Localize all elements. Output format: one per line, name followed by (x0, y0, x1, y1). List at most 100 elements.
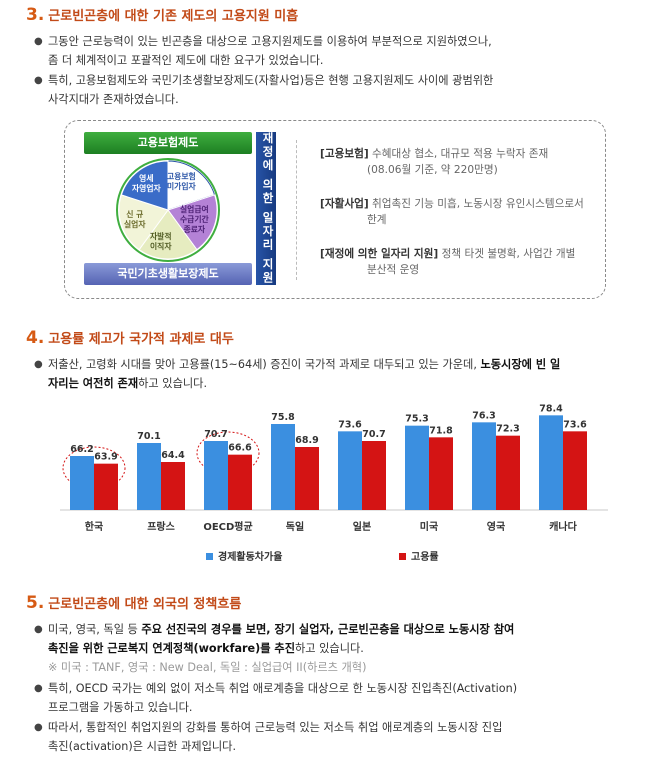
pie-label-uninsured-l1: 고용보험 (167, 172, 196, 181)
bullet-dot-icon: ● (34, 624, 43, 635)
pie-label-uninsured-l2: 미가입자 (167, 182, 196, 191)
bar (429, 437, 453, 510)
pie-slice-voluntary-leavers (138, 209, 198, 260)
pie-label-benefit-ended-l2: 수급기간 (180, 215, 209, 224)
pie-slice-self-employed (120, 160, 169, 211)
section5-note: ※ 미국 : TANF, 영국 : New Deal, 독일 : 실업급여 II… (48, 661, 367, 674)
section3-b1-line2: 좀 더 체계적이고 포괄적인 제도에 대한 요구가 있었습니다. (48, 54, 324, 67)
desc-fiscal-line2: 분산적 운영 (367, 264, 420, 276)
section5-b2-line1: 특히, OECD 국가는 예외 없이 저소득 취업 애로계층을 대상으로 한 노… (48, 682, 518, 695)
data-label: 76.3 (472, 410, 495, 421)
section3-title: 근로빈곤층에 대한 기존 제도의 고용지원 미흡 (48, 9, 299, 24)
pie-label-voluntary-l2: 이직자 (150, 242, 172, 251)
section5-bullet-2: ● 특히, OECD 국가는 예외 없이 저소득 취업 애로계층을 대상으로 한… (34, 679, 634, 717)
bar (228, 454, 252, 510)
section4-line2: 자리는 여전히 존재하고 있습니다. (48, 374, 634, 393)
tick-label: OECD평균 (203, 520, 252, 533)
desc-employment-insurance: [고용보험] 수혜대상 협소, 대규모 적용 누락자 존재 (08.06월 기준… (320, 146, 595, 178)
legend-label-activity: 경제활동차가율 (218, 552, 283, 563)
tick-label: 캐나다 (549, 520, 577, 533)
tick-label: 미국 (420, 520, 438, 533)
pie-slice-uninsured (167, 160, 216, 211)
legend-item-employment-rate: 고용률 (399, 548, 439, 563)
bullet-dot-icon: ● (34, 683, 43, 694)
data-label: 68.9 (295, 435, 318, 446)
bullet-dot-icon: ● (34, 75, 43, 86)
pie-label-self-employed: 영세 자영업자 (132, 174, 161, 194)
bar (563, 431, 587, 510)
section5-b3-line1: 따라서, 통합적인 취업지원의 강화를 통하여 근로능력 있는 저소득 취업 애… (48, 721, 503, 734)
section5-b2-line2: 프로그램을 가동하고 있습니다. (48, 701, 193, 714)
bar (539, 415, 563, 510)
employment-chart: 66.263.9한국70.164.4프랑스70.766.6OECD평균75.86… (60, 403, 608, 533)
section5-title: 근로빈곤층에 대한 외국의 정책흐름 (48, 597, 242, 612)
pie-label-voluntary: 자발적 이직자 (150, 232, 172, 252)
desc-self-support: [자활사업] 취업촉진 기능 미흡, 노동시장 유인시스템으로서 한계 (320, 196, 595, 228)
tick-label: 프랑스 (147, 521, 175, 533)
gap-pie-diagram (116, 158, 220, 262)
section5-b1-bold1: 주요 선진국의 경우를 보면, 장기 실업자, 근로빈곤층을 대상으로 노동시장… (141, 623, 515, 636)
pie-label-benefit-ended-l1: 실업급여 (180, 205, 209, 214)
pie-slice-benefit-ended (167, 194, 218, 251)
desc-fiscal-line1: 정책 타겟 불명확, 사업간 개별 (441, 248, 576, 260)
section4-line2-bold: 자리는 여전히 존재 (48, 377, 139, 390)
section5-heading: 5. 근로빈곤층에 대한 외국의 정책흐름 (26, 593, 241, 613)
bar (94, 463, 118, 510)
bullet-dot-icon: ● (34, 722, 43, 733)
pie-label-uninsured: 고용보험 미가입자 (167, 172, 196, 192)
pie-label-new-unemployed-l2: 실업자 (124, 220, 146, 229)
section3-b1-line1: 그동안 근로능력이 있는 빈곤층을 대상으로 고용지원제도를 이용하여 부분적으… (48, 35, 492, 48)
tick-label: 영국 (487, 520, 505, 533)
pie-label-self-employed-l2: 자영업자 (132, 184, 161, 193)
pie-label-new-unemployed: 신 규 실업자 (124, 210, 146, 230)
section4-line1: 저출산, 고령화 시대를 맞아 고용률(15~64세) 증진이 국가적 과제로 … (48, 355, 634, 374)
data-label: 63.9 (94, 452, 117, 463)
bullet-dot-icon: ● (34, 359, 43, 370)
pie-label-benefit-ended-l3: 종료자 (183, 225, 206, 234)
desc-self-support-line1: 취업촉진 기능 미흡, 노동시장 유인시스템으로서 (372, 198, 584, 210)
bar (295, 447, 319, 510)
section4-line1-plain: 저출산, 고령화 시대를 맞아 고용률(15~64세) 증진이 국가적 과제로 … (48, 358, 481, 371)
data-label: 72.3 (496, 424, 519, 435)
section4-heading: 4. 고용률 제고가 국가적 과제로 대두 (26, 328, 234, 348)
bar (161, 462, 185, 510)
data-label: 75.3 (405, 414, 428, 425)
section4-line1-bold: 노동시장에 빈 일 (480, 358, 561, 371)
data-label: 78.4 (539, 403, 563, 414)
legend-item-activity-rate: 경제활동차가율 (206, 548, 282, 563)
bar (496, 435, 520, 510)
legend-swatch-employment (399, 553, 406, 560)
tick-label: 독일 (286, 520, 304, 533)
data-label: 73.6 (563, 419, 587, 430)
section4-line2-plain: 하고 있습니다. (138, 377, 208, 390)
section3-heading: 3. 근로빈곤층에 대한 기존 제도의 고용지원 미흡 (26, 5, 298, 25)
section4-title: 고용률 제고가 국가적 과제로 대두 (48, 332, 234, 347)
desc-key-self-support: [자활사업] (320, 198, 369, 210)
bar (271, 424, 295, 510)
section3-b2-line1: 특히, 고용보험제도와 국민기초생활보장제도(자활사업)등은 현행 고용지원제도… (48, 74, 494, 87)
legend-label-employment: 고용률 (411, 552, 439, 563)
section5-bullet-1: ● 미국, 영국, 독일 등 주요 선진국의 경우를 보면, 장기 실업자, 근… (34, 620, 634, 677)
bar (472, 422, 496, 510)
data-label: 70.7 (204, 429, 227, 440)
data-label: 64.4 (161, 450, 185, 461)
section3-number: 3. (26, 5, 45, 25)
pie-slice-new-unemployed (118, 194, 169, 251)
section5-bullet-3: ● 따라서, 통합적인 취업지원의 강화를 통하여 근로능력 있는 저소득 취업… (34, 718, 634, 756)
section5-number: 5. (26, 593, 45, 613)
tick-label: 한국 (85, 521, 103, 533)
desc-insurance-line1: 수혜대상 협소, 대규모 적용 누락자 존재 (372, 148, 549, 160)
pie-label-self-employed-l1: 영세 (139, 174, 154, 183)
data-label: 66.6 (228, 443, 252, 454)
bar (362, 441, 386, 510)
section5-b1-plain1: 미국, 영국, 독일 등 (48, 623, 142, 636)
bar (204, 441, 228, 510)
section5-b3-line2: 촉진(activation)은 시급한 과제입니다. (48, 740, 237, 753)
tick-label: 일본 (353, 520, 371, 533)
desc-key-fiscal: [재정에 의한 일자리 지원] (320, 248, 439, 260)
section5-b1-plain2: 하고 있습니다. (295, 642, 364, 655)
bar (70, 456, 94, 510)
section5-b1-bold2: 촉진을 위한 근로복지 연계정책(workfare)를 추진 (48, 642, 295, 655)
section3-bullet-1: ● 그동안 근로능력이 있는 빈곤층을 대상으로 고용지원제도를 이용하여 부분… (34, 32, 634, 70)
